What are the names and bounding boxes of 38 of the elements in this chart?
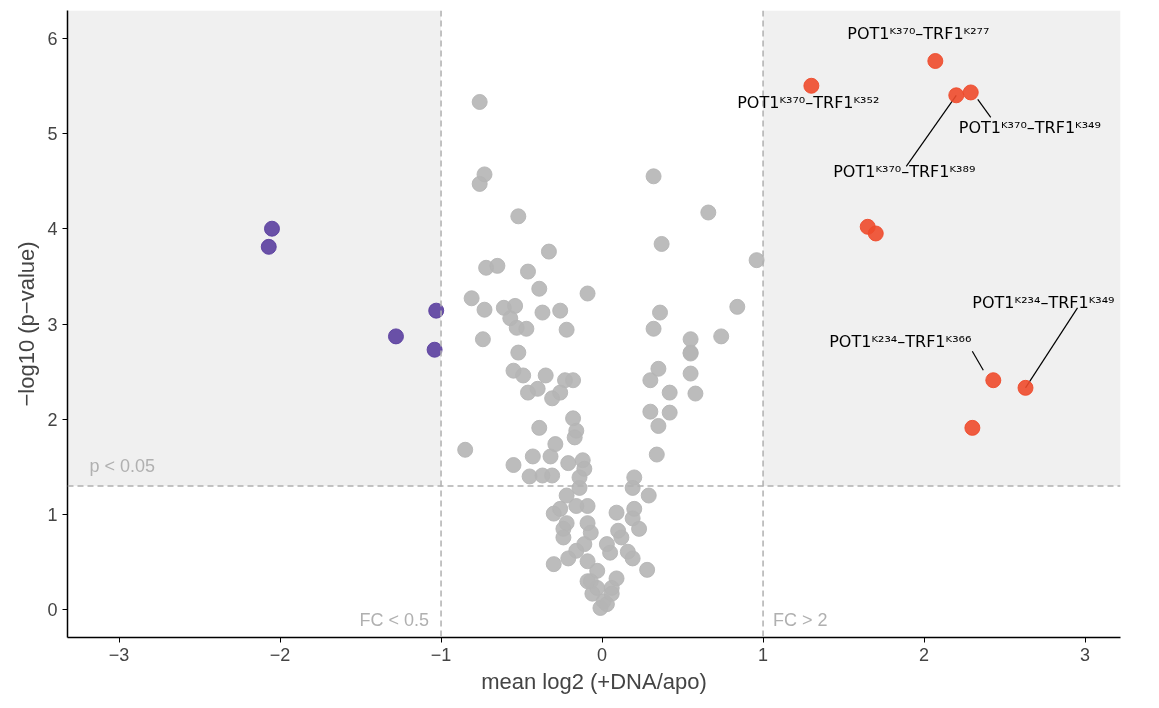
y-tick-label: 5 <box>47 123 58 144</box>
ref-line-label: p < 0.05 <box>89 455 156 476</box>
y-tick-label: 2 <box>47 409 58 430</box>
annotation: POT1ᴷ³⁷⁰–TRF1ᴷ³⁵² <box>737 93 880 113</box>
x-tick-label: 1 <box>758 644 769 665</box>
point <box>260 238 277 255</box>
annotation: POT1ᴷ³⁷⁰–TRF1ᴷ²⁷⁷ <box>847 23 990 43</box>
point <box>927 53 944 69</box>
x-tick-label: −3 <box>108 644 130 665</box>
y-tick-label: 6 <box>47 28 58 49</box>
point <box>426 341 443 358</box>
point <box>1017 379 1034 396</box>
x-tick-label: 2 <box>919 644 930 665</box>
x-tick-label: −1 <box>430 644 452 665</box>
y-axis-title: −log10 (p−value) <box>14 241 40 407</box>
y-tick-label: 0 <box>47 600 58 621</box>
annotation: POT1ᴷ²³⁴–TRF1ᴷ³⁶⁶ <box>829 331 972 351</box>
point <box>948 87 965 104</box>
annotation: POT1ᴷ²³⁴–TRF1ᴷ³⁴⁹ <box>972 293 1115 313</box>
point <box>964 419 981 436</box>
point <box>428 302 445 319</box>
annotation: POT1ᴷ³⁷⁰–TRF1ᴷ³⁸⁹ <box>833 161 976 181</box>
point <box>985 372 1002 389</box>
x-tick-label: 3 <box>1080 644 1091 665</box>
point <box>962 84 979 101</box>
point <box>263 220 280 237</box>
y-tick-label: 4 <box>47 219 58 240</box>
ref-line-label: FC > 2 <box>773 609 828 630</box>
x-axis-title: mean log2 (+DNA/apo) <box>481 668 707 694</box>
point <box>867 225 884 242</box>
point <box>803 77 820 94</box>
annotation: POT1ᴷ³⁷⁰–TRF1ᴷ³⁴⁹ <box>958 117 1101 137</box>
ref-line-label: FC < 0.5 <box>359 609 430 630</box>
x-tick-label: 0 <box>597 644 608 665</box>
y-tick-label: 1 <box>47 505 58 526</box>
x-tick-label: −2 <box>269 644 291 665</box>
point <box>387 328 404 345</box>
y-tick-label: 3 <box>47 314 58 335</box>
